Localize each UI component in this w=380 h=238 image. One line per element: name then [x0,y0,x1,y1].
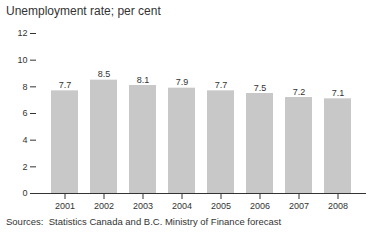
svg-text:4: 4 [22,135,27,145]
svg-text:6: 6 [22,108,27,118]
html-text:Sources: Statistics Canada and: Sources: Statistics Canada and B.C. Mini… [6,216,282,227]
html-text:Unemployment rate; per cent: Unemployment rate; per cent [6,4,161,18]
svg-text:7.7: 7.7 [215,80,228,90]
svg-text:7.9: 7.9 [176,77,189,87]
svg-text:0: 0 [22,188,27,198]
svg-text:2002: 2002 [94,201,114,211]
svg-text:7.2: 7.2 [293,87,306,97]
svg-text:12: 12 [17,28,27,38]
svg-text:8: 8 [22,82,27,92]
svg-text:2001: 2001 [55,201,75,211]
svg-text:2005: 2005 [211,201,231,211]
svg-text:8.5: 8.5 [98,69,111,79]
svg-text:2004: 2004 [172,201,192,211]
svg-text:2006: 2006 [250,201,270,211]
svg-text:8.1: 8.1 [137,75,150,85]
svg-text:7.7: 7.7 [59,80,72,90]
svg-text:10: 10 [17,55,27,65]
svg-text:2003: 2003 [133,201,153,211]
svg-text:2007: 2007 [289,201,309,211]
svg-text:2: 2 [22,162,27,172]
svg-text:7.1: 7.1 [332,88,345,98]
svg-text:2008: 2008 [328,201,348,211]
svg-text:7.5: 7.5 [254,83,267,93]
